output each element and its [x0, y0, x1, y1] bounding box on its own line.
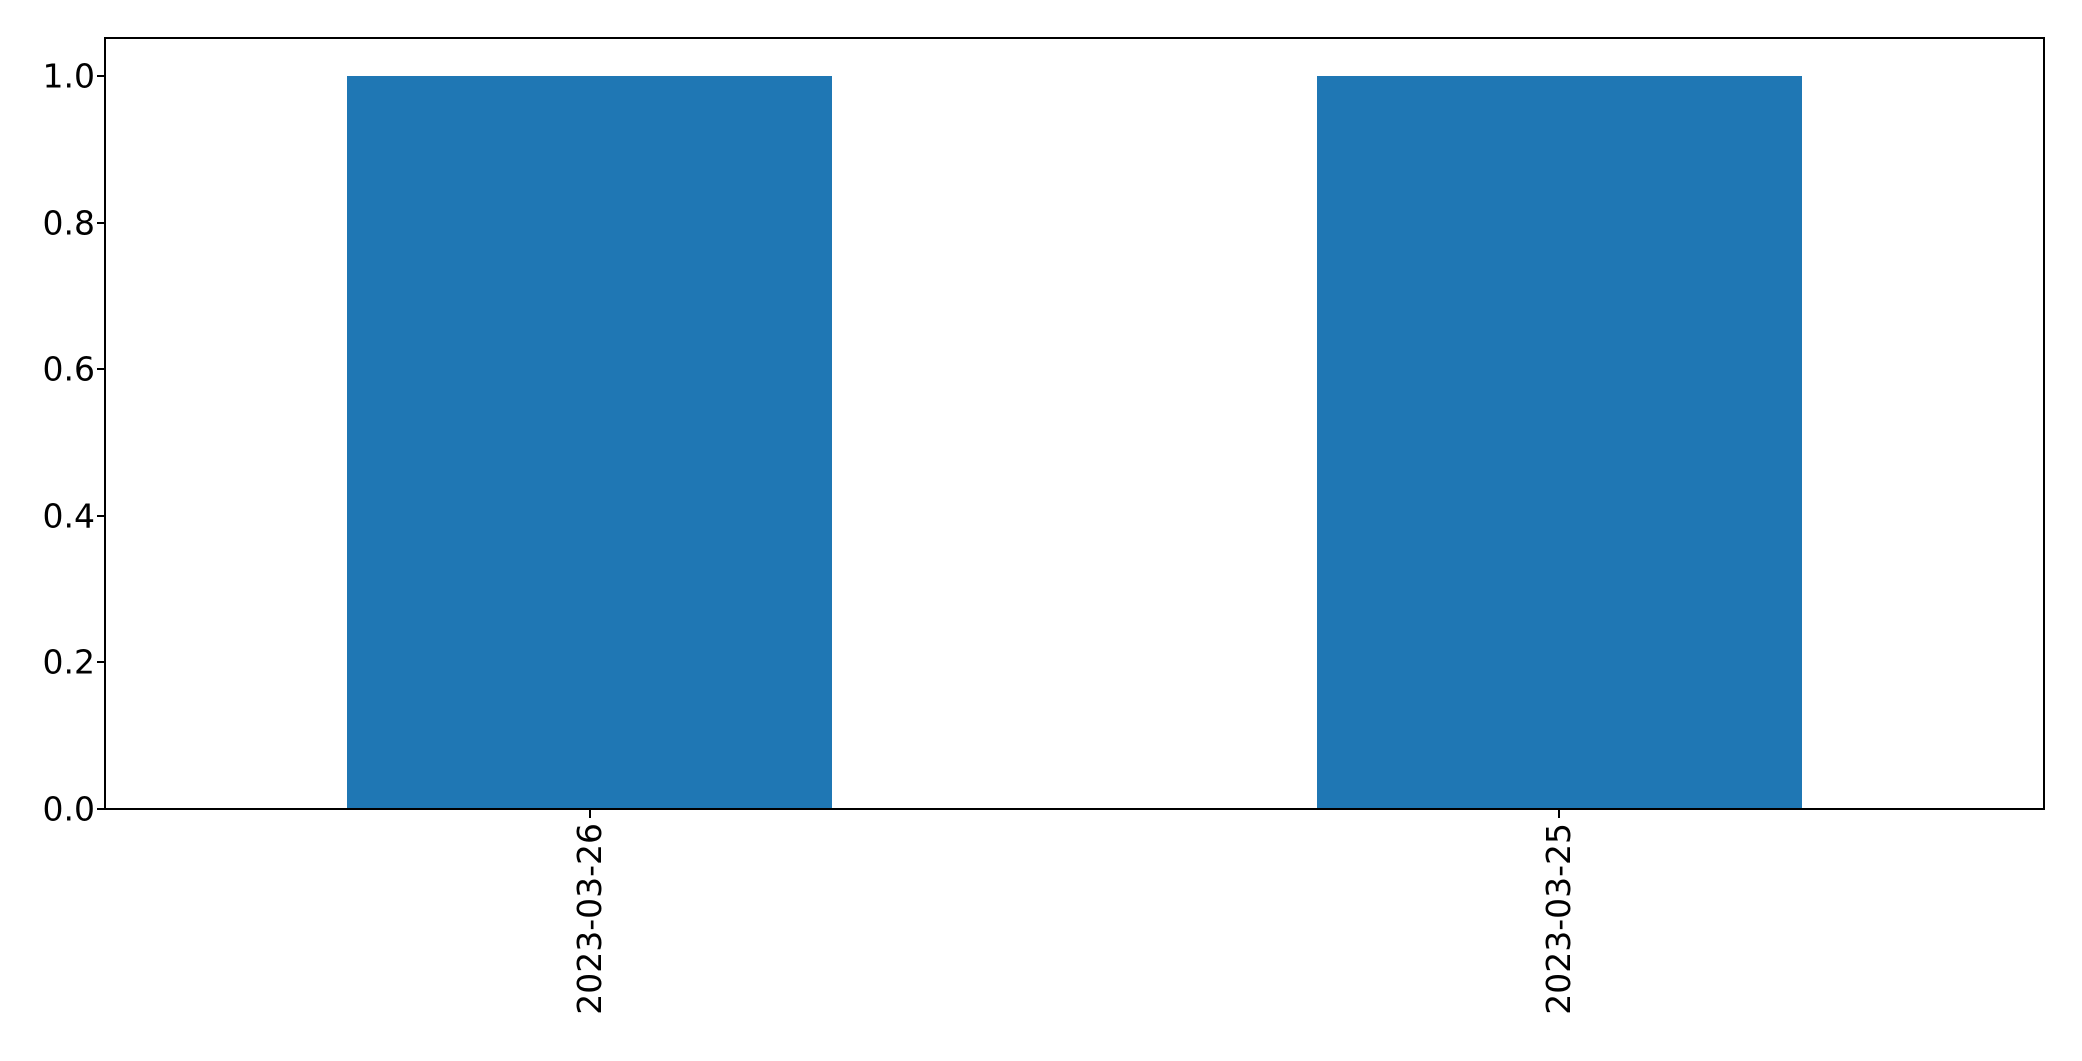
x-tick-label: 2023-03-26: [569, 823, 609, 1015]
y-tick-mark: [97, 514, 105, 517]
y-tick-label: 0.8: [42, 203, 95, 243]
x-tick-mark: [1558, 810, 1561, 818]
y-tick-label: 0.2: [42, 642, 95, 682]
y-tick-label: 0.6: [42, 349, 95, 389]
y-tick-mark: [97, 221, 105, 224]
y-tick-mark: [97, 661, 105, 664]
x-tick-label: 2023-03-25: [1539, 823, 1579, 1015]
y-tick-label: 0.0: [42, 789, 95, 829]
bar-2023-03-26: [347, 76, 833, 809]
y-tick-label: 0.4: [42, 496, 95, 536]
bar-2023-03-25: [1316, 76, 1802, 809]
x-tick-mark: [588, 810, 591, 818]
y-tick-label: 1.0: [42, 56, 95, 96]
y-tick-mark: [97, 368, 105, 371]
y-tick-mark: [97, 808, 105, 810]
y-tick-mark: [97, 75, 105, 78]
